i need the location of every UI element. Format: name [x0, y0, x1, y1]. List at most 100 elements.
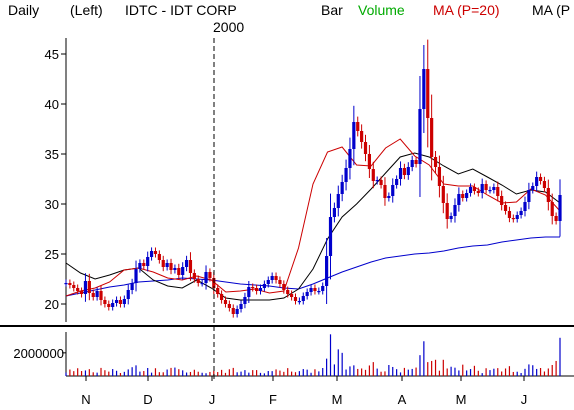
price-bars — [64, 39, 562, 318]
price-bar — [301, 292, 305, 305]
header-axis-side: (Left) — [70, 2, 103, 18]
price-bar — [274, 272, 278, 284]
price-bar — [332, 202, 336, 223]
price-bar — [114, 296, 119, 307]
price-bar — [472, 183, 477, 195]
price-tick-label: 45 — [45, 47, 59, 62]
price-bar — [297, 297, 301, 305]
month-label: M — [456, 392, 467, 407]
price-bar — [511, 214, 515, 223]
price-bar — [465, 189, 469, 202]
price-bar — [468, 183, 473, 197]
price-bar — [270, 272, 274, 284]
ma20-path — [65, 138, 561, 297]
price-bar — [457, 187, 461, 212]
price-bar — [422, 45, 426, 133]
price-bar — [406, 162, 410, 180]
price-bar — [134, 260, 138, 292]
price-bar — [111, 299, 115, 311]
price-bar — [161, 255, 165, 272]
price-bar — [546, 179, 550, 211]
price-bar — [321, 282, 325, 295]
price-bar — [515, 211, 519, 223]
price-axis: 20 25 30 35 40 45 — [45, 47, 66, 312]
price-bar — [266, 276, 270, 288]
price-tick-label: 35 — [45, 147, 59, 162]
price-bar — [398, 161, 403, 186]
price-bar — [344, 159, 348, 191]
price-bar — [165, 259, 169, 271]
header-bar-label: Bar — [321, 2, 343, 18]
price-bar — [184, 255, 189, 272]
price-bar — [157, 250, 161, 264]
price-bar — [453, 198, 457, 223]
header-ticker: IDTC - IDT CORP — [125, 2, 237, 18]
price-tick-label: 25 — [45, 247, 59, 262]
header-ma20-label: MA (P=20) — [433, 2, 500, 18]
price-bar — [476, 187, 480, 197]
price-bar — [550, 193, 554, 225]
price-bar — [290, 290, 294, 301]
price-bar — [95, 287, 99, 301]
price-bar — [122, 295, 126, 308]
price-bar — [219, 290, 224, 304]
price-bar — [99, 285, 103, 306]
price-bar — [173, 264, 177, 274]
price-bar — [251, 283, 255, 292]
price-bar — [239, 300, 243, 313]
price-bar — [103, 296, 107, 308]
price-bar — [262, 280, 266, 292]
price-bar — [395, 175, 399, 189]
ma50-line — [65, 152, 561, 301]
price-bar — [208, 268, 212, 282]
price-bar — [496, 181, 500, 202]
price-bar — [68, 279, 72, 289]
year-label: 2000 — [213, 19, 245, 35]
price-tick-label: 30 — [45, 197, 59, 212]
price-bar — [363, 134, 368, 162]
price-bar — [523, 196, 527, 217]
price-bar — [371, 161, 375, 189]
price-bar — [79, 287, 84, 298]
ma200-line — [65, 236, 560, 297]
price-bar — [507, 206, 512, 223]
price-bar — [383, 177, 387, 206]
price-bar — [336, 185, 340, 217]
month-label: M — [332, 392, 343, 407]
month-label: D — [143, 392, 152, 407]
price-bar — [535, 171, 539, 192]
price-bar — [293, 293, 298, 305]
price-bar — [216, 284, 220, 298]
price-bar — [500, 190, 504, 211]
price-bar — [414, 156, 418, 168]
price-bar — [418, 76, 422, 197]
price-bar — [181, 262, 185, 280]
price-bar — [554, 212, 558, 225]
price-bar — [375, 176, 379, 185]
price-bar — [558, 179, 562, 237]
price-bar — [169, 258, 173, 275]
price-bar — [91, 289, 95, 301]
price-bar — [410, 155, 414, 172]
price-bar — [430, 94, 434, 181]
price-bar — [76, 284, 80, 295]
price-bar — [437, 155, 442, 198]
price-bar — [107, 300, 111, 311]
price-bar — [356, 116, 360, 137]
price-bar — [64, 279, 68, 287]
price-bar — [247, 281, 251, 303]
price-bar — [461, 190, 465, 202]
price-bar — [83, 273, 88, 302]
price-bar — [542, 176, 547, 193]
month-label: F — [269, 392, 277, 407]
price-bar — [531, 182, 535, 194]
price-bar — [278, 276, 282, 288]
header-ma-more-label: MA (P — [532, 2, 571, 18]
price-bar — [391, 178, 395, 203]
header-period: Daily — [8, 2, 40, 18]
price-bar — [441, 175, 445, 214]
month-label: N — [81, 392, 90, 407]
volume-bars — [65, 334, 561, 376]
price-bar — [352, 105, 356, 166]
